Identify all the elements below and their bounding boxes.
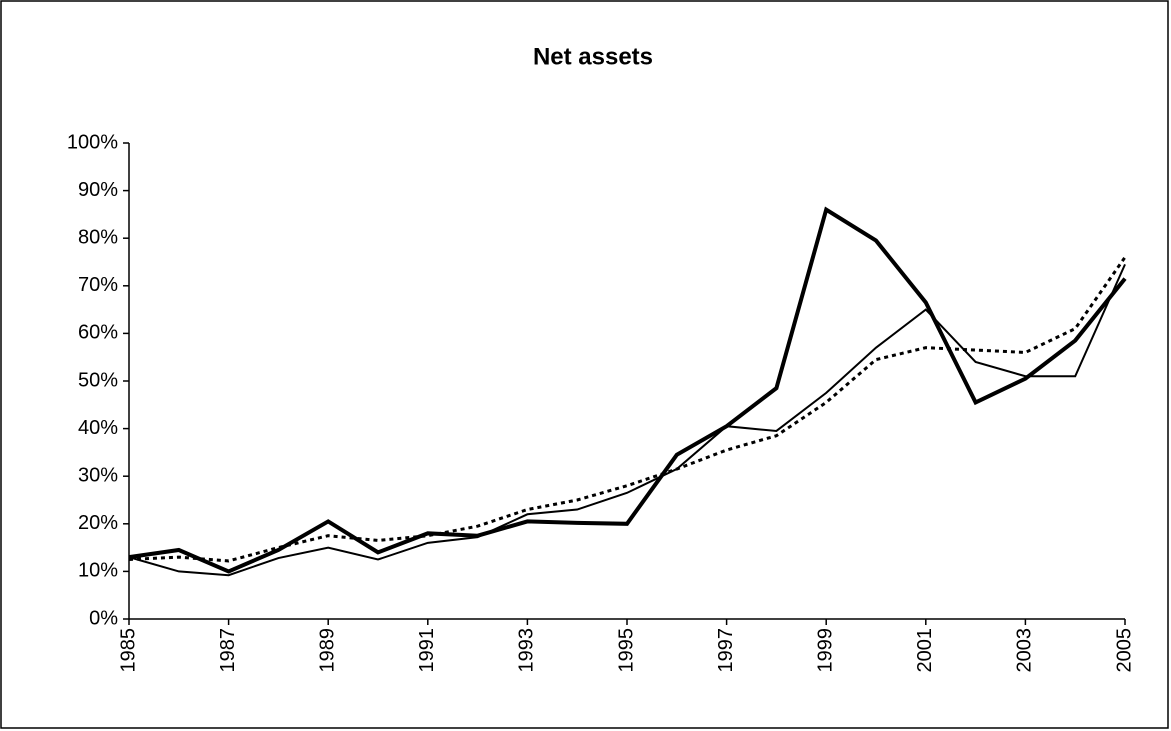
x-tick-label: 1999: [814, 628, 836, 673]
data-line: [128, 256, 1127, 563]
y-tick-label: 100%: [67, 131, 118, 153]
data-line: [128, 206, 1127, 574]
x-tick-label: 1989: [316, 628, 338, 673]
y-tick-label: 90%: [78, 179, 118, 201]
x-tick-label: 1987: [217, 628, 239, 673]
x-tick-label: 2005: [1113, 628, 1135, 673]
y-tick-label: 60%: [78, 322, 118, 344]
data-line: [128, 263, 1126, 577]
chart-title: Net assets: [533, 43, 653, 70]
y-tick-label: 50%: [78, 369, 118, 391]
x-tick-label: 1995: [615, 628, 637, 673]
y-tick-label: 0%: [89, 607, 118, 629]
x-tick-label: 1991: [416, 628, 438, 673]
x-tick-label: 2003: [1014, 628, 1036, 673]
y-tick-label: 80%: [78, 226, 118, 248]
y-tick-label: 30%: [78, 464, 118, 486]
y-tick-label: 70%: [78, 274, 118, 296]
x-tick-label: 1997: [715, 628, 737, 673]
y-tick-label: 40%: [78, 417, 118, 439]
x-tick-label: 2001: [914, 628, 936, 673]
y-tick-label: 20%: [78, 512, 118, 534]
x-tick-label: 1993: [516, 628, 538, 673]
y-tick-label: 10%: [78, 560, 118, 582]
x-tick-label: 1985: [117, 628, 139, 673]
